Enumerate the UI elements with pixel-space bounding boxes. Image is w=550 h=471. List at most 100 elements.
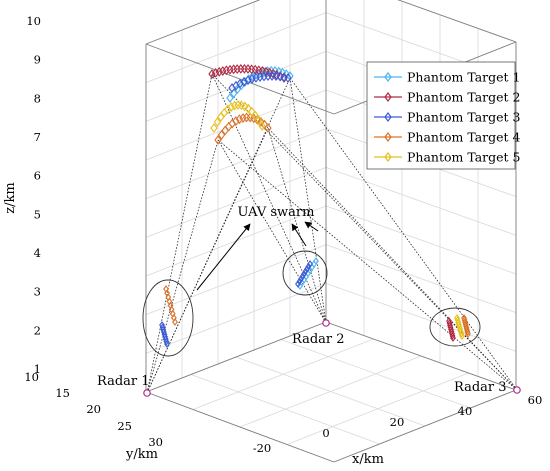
legend-diamond-icon [384,112,392,122]
uav-track-marker [163,337,170,346]
x-tick-label: 20 [390,415,405,429]
uav-track-marker [458,329,465,338]
phantom-target-marker [226,93,234,103]
phantom-target-marker [219,66,227,76]
swarm-arrow [291,223,307,247]
radar-site-3 [513,386,521,394]
axis-edge [145,391,335,463]
phantom-target-marker [232,116,240,126]
legend: Phantom Target 1 Phantom Target 2 Phantom … [366,61,521,170]
legend-label: Phantom Target 4 [407,130,521,145]
radar-beam [146,139,219,394]
floor-grid-line [239,355,422,428]
uav-track-marker [296,277,303,286]
floor-grid-line [280,339,471,409]
phantom-target-marker [215,66,223,77]
phantom-target-marker [258,121,266,131]
phantom-target-marker [227,102,235,112]
uav-track-marker [450,334,456,342]
y-tick-label: 25 [117,419,132,433]
phantom-target-marker [248,74,256,84]
y-axis-label: y/km [125,447,158,462]
phantom-target-marker [226,64,234,75]
phantom-target-marker [284,73,292,83]
legend-label: Phantom Target 1 [407,70,520,85]
uav-swarm-label: UAV swarm [238,205,315,220]
y-tick-label: 20 [86,402,101,416]
radar-beam [267,127,518,391]
z-grid-line [145,0,261,45]
phantom-target-marker [257,116,265,127]
phantom-target-marker [239,113,247,123]
legend-label: Phantom Target 5 [407,150,520,165]
legend-label: Phantom Target 3 [407,110,521,125]
legend-item: Phantom Target 2 [374,90,520,105]
phantom-target-marker [254,115,263,126]
legend-item: Phantom Target 4 [374,130,521,145]
swarm-circle-3 [429,307,481,347]
phantom-target-marker [251,110,259,121]
uav-track-marker [459,332,465,340]
radar-beam [146,127,269,394]
uav-track-marker [464,328,471,336]
phantom-target-marker [235,114,244,125]
legend-item: Phantom Target 1 [374,70,520,85]
phantom-target-marker [256,68,264,78]
z-grid-line [325,282,517,352]
z-tick-label: 2 [34,323,41,337]
axes-box [145,0,517,463]
radar-3-label: Radar 3 [454,380,507,395]
z-grid-line [145,282,327,354]
swarm-arrow [196,223,251,291]
z-grid-line [145,166,327,238]
axis-edge [145,321,327,393]
uav-track-marker [304,265,310,273]
phantom-target-marker [208,69,216,79]
z-tick-label: 7 [34,130,41,144]
z-tick-label: 5 [34,207,41,221]
uav-track-marker [449,331,456,340]
phantom-target-marker [211,67,220,78]
y-tick-label: 15 [55,386,70,400]
swarm-circle-2 [282,250,328,296]
phantom-target-marker [240,76,248,87]
z-grid-line [325,166,517,236]
legend-item: Phantom Target 5 [374,150,520,165]
z-tick-label: 4 [34,246,41,260]
phantom-target-marker [241,101,249,112]
uav-track-marker [465,330,471,338]
radar-beam [289,77,327,324]
radar-1-label: Radar 1 [97,374,150,389]
phantom-target-marker [214,135,222,145]
uav-track-marker [164,340,170,348]
axis-edge [145,0,261,45]
uav-track-marker [295,280,301,288]
legend-label: Phantom Target 2 [407,90,520,105]
phantom-target-marker [244,75,252,86]
radar-beam [211,73,327,324]
swarm-arrows [196,221,319,291]
z-tick-label: 3 [34,285,41,299]
phantom-target-marker [224,104,232,115]
uav-track-marker [302,267,309,276]
uav-track-marker [298,275,304,283]
radar-sites [143,319,521,397]
x-axis-label: x/km [352,452,384,467]
swarm-circles [142,250,481,357]
legend-diamond-icon [384,92,392,102]
radar-beam [217,139,518,391]
axis-edge [397,0,517,43]
phantom-target-marker [244,103,252,114]
x-tick-label: 0 [322,426,329,440]
target-markers [159,63,471,348]
radar-site-2 [322,319,330,327]
phantom-target-marker [210,123,218,133]
swarm-circle-1 [142,279,194,357]
z-tick-label: 9 [34,53,41,67]
legend-diamond-icon [384,72,392,82]
uav-track-marker [301,270,307,278]
legend-item: Phantom Target 3 [374,110,521,125]
z-grid-line [325,244,517,314]
legend-box [366,61,516,170]
